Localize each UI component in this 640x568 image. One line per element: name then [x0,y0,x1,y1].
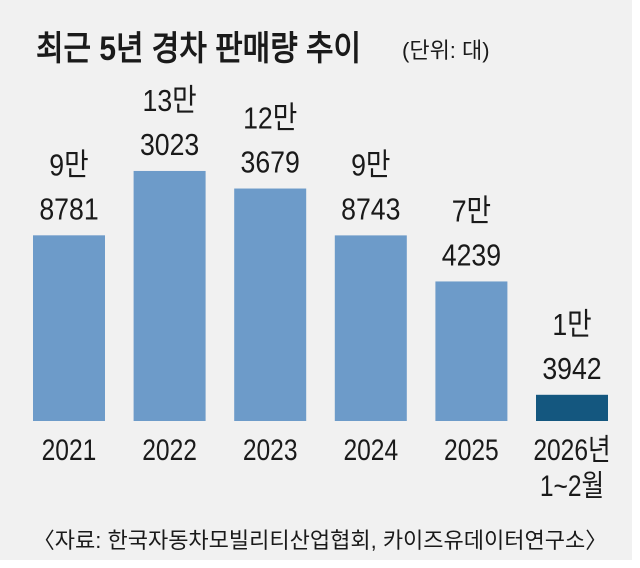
bar-2024 [334,235,407,421]
x-tick-label: 2023 [243,433,298,467]
data-label: 9만 [49,149,88,183]
data-label: 3679 [241,146,300,180]
x-tick-label: 2026년 [533,433,610,467]
bar-2026년 1~2월 [536,394,608,421]
data-label: 1만 [552,308,591,342]
chart-title: 최근 5년 경차 판매량 추이 [36,29,361,67]
source-note: 〈자료: 한국자동차모빌리티산업협회, 카이즈유데이터연구소〉 [33,528,607,553]
data-label: 3942 [542,352,601,386]
data-label: 8781 [39,193,98,227]
data-label: 13만 [143,84,197,118]
bar-2021 [33,235,105,421]
data-label: 12만 [243,102,297,136]
data-label: 3023 [140,128,199,162]
x-tick-label: 2021 [42,433,97,467]
x-tick-label: 2022 [142,433,197,467]
bar-2023 [234,188,307,421]
unit-note: (단위: 대) [402,38,490,63]
bar-2022 [133,170,206,421]
x-tick-label: 2024 [343,433,398,467]
data-label: 9만 [351,149,390,183]
data-label: 4239 [442,239,501,273]
x-tick-label: 1~2월 [540,469,604,503]
data-label: 8743 [341,193,400,227]
data-label: 7만 [452,195,491,229]
chart-background [0,0,632,560]
bar-2025 [435,281,508,421]
x-tick-label: 2025 [444,433,499,467]
